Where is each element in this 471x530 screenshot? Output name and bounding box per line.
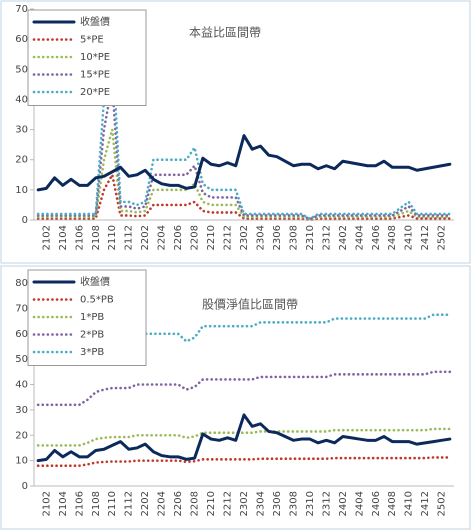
x-tick-label: 2410 bbox=[404, 225, 415, 250]
legend-label: 1*PB bbox=[80, 312, 104, 323]
x-tick-label: 2304 bbox=[255, 491, 266, 516]
y-tick-label: 70 bbox=[15, 4, 28, 15]
x-tick-label: 2206 bbox=[173, 225, 184, 250]
legend-label: 15*PE bbox=[80, 70, 110, 81]
x-tick-label: 2106 bbox=[74, 225, 85, 250]
y-tick-label: 40 bbox=[15, 380, 28, 391]
y-tick-label: 60 bbox=[15, 329, 28, 340]
x-tick-label: 2306 bbox=[272, 491, 283, 516]
x-tick-label: 2412 bbox=[420, 225, 431, 250]
x-tick-label: 2312 bbox=[321, 491, 332, 516]
x-tick-label: 2112 bbox=[124, 225, 135, 250]
y-tick-label: 70 bbox=[15, 303, 28, 314]
x-tick-label: 2308 bbox=[288, 225, 299, 250]
y-tick-label: 20 bbox=[15, 155, 28, 166]
legend-label: 2*PB bbox=[80, 330, 104, 341]
x-tick-label: 2104 bbox=[58, 491, 69, 516]
x-tick-label: 2212 bbox=[223, 491, 234, 516]
chart-title: 本益比區間帶 bbox=[189, 26, 261, 40]
x-tick-label: 2110 bbox=[107, 225, 118, 250]
x-tick-label: 2108 bbox=[91, 225, 102, 250]
x-tick-label: 2212 bbox=[223, 225, 234, 250]
series-line bbox=[36, 427, 452, 447]
y-tick-label: 0 bbox=[22, 481, 28, 492]
x-tick-label: 2102 bbox=[41, 491, 52, 516]
x-tick-label: 2404 bbox=[354, 225, 365, 250]
y-tick-label: 50 bbox=[15, 354, 28, 365]
y-tick-label: 80 bbox=[15, 278, 28, 289]
x-tick-label: 2202 bbox=[140, 491, 151, 516]
x-tick-label: 2406 bbox=[371, 225, 382, 250]
x-tick-label: 2102 bbox=[41, 225, 52, 250]
legend-label: 5*PE bbox=[80, 35, 104, 46]
x-tick-label: 2402 bbox=[338, 491, 349, 516]
x-tick-label: 2410 bbox=[404, 491, 415, 516]
x-tick-label: 2108 bbox=[91, 491, 102, 516]
x-tick-label: 2402 bbox=[338, 225, 349, 250]
y-tick-label: 50 bbox=[15, 64, 28, 75]
x-tick-label: 2502 bbox=[437, 225, 448, 250]
x-tick-label: 2110 bbox=[107, 491, 118, 516]
x-tick-label: 2502 bbox=[437, 491, 448, 516]
series-line bbox=[36, 83, 452, 221]
y-tick-label: 20 bbox=[15, 430, 28, 441]
legend-label: 20*PE bbox=[80, 87, 110, 98]
x-tick-label: 2302 bbox=[239, 491, 250, 516]
x-tick-label: 2312 bbox=[321, 225, 332, 250]
x-tick-label: 2404 bbox=[354, 491, 365, 516]
x-tick-label: 2208 bbox=[190, 491, 201, 516]
x-tick-label: 2208 bbox=[190, 225, 201, 250]
x-tick-label: 2408 bbox=[387, 491, 398, 516]
x-tick-label: 2210 bbox=[206, 491, 217, 516]
x-tick-label: 2204 bbox=[157, 225, 168, 250]
x-tick-label: 2310 bbox=[305, 225, 316, 250]
y-tick-label: 0 bbox=[22, 215, 28, 226]
y-tick-label: 10 bbox=[15, 456, 28, 467]
series-line bbox=[36, 128, 452, 221]
legend-label: 收盤價 bbox=[80, 275, 110, 288]
y-tick-label: 40 bbox=[15, 94, 28, 105]
series-line bbox=[36, 173, 452, 221]
x-tick-label: 2210 bbox=[206, 225, 217, 250]
y-tick-label: 60 bbox=[15, 34, 28, 45]
x-tick-label: 2204 bbox=[157, 491, 168, 516]
series-line bbox=[36, 370, 452, 407]
y-tick-label: 30 bbox=[15, 125, 28, 136]
x-tick-label: 2302 bbox=[239, 225, 250, 250]
series-line bbox=[36, 413, 452, 463]
x-tick-label: 2206 bbox=[173, 491, 184, 516]
x-tick-label: 2408 bbox=[387, 225, 398, 250]
x-tick-label: 2202 bbox=[140, 225, 151, 250]
x-tick-label: 2308 bbox=[288, 491, 299, 516]
x-tick-label: 2406 bbox=[371, 491, 382, 516]
series-line bbox=[36, 456, 452, 467]
legend-label: 10*PE bbox=[80, 52, 110, 63]
y-tick-label: 10 bbox=[15, 185, 28, 196]
legend-label: 3*PB bbox=[80, 347, 104, 358]
x-tick-label: 2112 bbox=[124, 491, 135, 516]
chart-title: 股價淨值比區間帶 bbox=[202, 297, 298, 312]
x-tick-label: 2310 bbox=[305, 491, 316, 516]
series-line bbox=[36, 134, 452, 192]
legend-label: 0.5*PB bbox=[80, 295, 114, 306]
x-tick-label: 2306 bbox=[272, 225, 283, 250]
x-tick-label: 2412 bbox=[420, 491, 431, 516]
x-tick-label: 2304 bbox=[255, 225, 266, 250]
y-tick-label: 30 bbox=[15, 405, 28, 416]
legend-label: 收盤價 bbox=[80, 15, 110, 28]
x-tick-label: 2104 bbox=[58, 225, 69, 250]
x-tick-label: 2106 bbox=[74, 491, 85, 516]
